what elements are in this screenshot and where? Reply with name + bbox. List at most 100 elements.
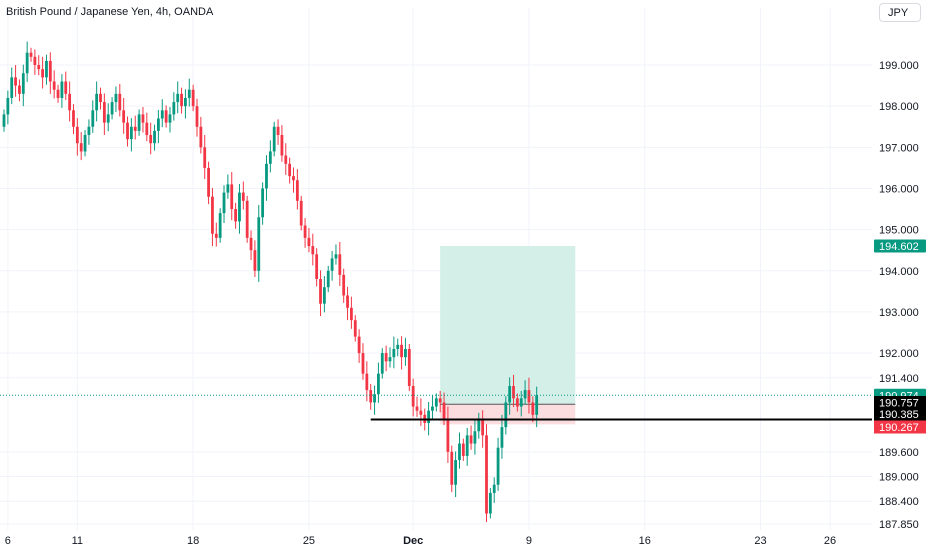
candle-body [500,427,504,448]
candle-body [299,200,303,226]
candle-body [180,93,183,107]
candle-body [45,60,48,78]
price-tick-label: 192.000 [879,348,919,360]
time-axis[interactable]: 6 11 18 25 Dec 9 16 23 26 [5,535,836,547]
candle-body [515,398,519,407]
candle-body [465,435,469,456]
candle-body [106,114,110,123]
candle-body [207,167,210,197]
target-zone[interactable] [440,245,576,405]
stop-price-tag: 190.267 [879,422,919,434]
candle-body [450,451,454,485]
price-tick-label: 194.000 [879,266,919,278]
price-tick-label: 199.000 [879,60,919,72]
candle-body [461,443,465,456]
candle-body [79,143,83,152]
candle-body [481,418,485,436]
price-tick-label: 188.400 [879,496,919,508]
candle-body [295,180,299,201]
candle-body [388,357,392,362]
candle-body [257,217,261,271]
target-price-tag: 194.602 [879,241,919,253]
time-tick-label: 23 [754,535,766,547]
price-tick-label: 189.000 [879,472,919,484]
stop-zone[interactable] [440,404,576,425]
candle-body [29,52,33,57]
candle-body [404,348,407,358]
candle-body [415,406,419,411]
candle-body [485,435,488,514]
candle-body [438,398,442,403]
entry-price-tag-bg [874,396,926,409]
candle-body [458,443,461,461]
candle-body [531,402,535,415]
candle-body [307,237,311,247]
candle-body [431,406,434,411]
position-tool[interactable] [440,245,576,425]
currency-button[interactable]: JPY [879,3,921,22]
price-tick-label: 197.000 [879,142,919,154]
candle-body [446,418,450,452]
candle-body [153,130,156,144]
candle-body [288,163,292,177]
candle-body [365,373,369,391]
candle-body [384,353,388,362]
time-tick-label: 18 [187,535,199,547]
candle-body [292,176,295,181]
candle-body [504,402,508,428]
candle-body [133,126,137,131]
candle-body [33,56,37,66]
candle-body [48,60,52,82]
candle-body [21,73,25,94]
candle-body [172,102,176,115]
candle-body [353,320,357,337]
candle-body [102,102,106,123]
time-tick-label: Dec [403,535,423,547]
time-tick-label: 11 [72,535,83,547]
time-tick-label: 26 [824,535,836,547]
candle-body [25,52,29,74]
candle-body [164,110,168,123]
candle-body [230,184,234,210]
candle-body [330,258,334,271]
candle-body [149,134,153,144]
candle-body [350,307,353,321]
candle-body [87,126,91,135]
candle-body [222,192,226,214]
candle-body [195,106,199,127]
candle-body [10,77,14,98]
candle-body [211,196,214,234]
candle-body [326,270,330,288]
candle-body [238,192,241,222]
candle-body [477,418,481,432]
candle-body [129,126,133,140]
candle-body [95,93,99,111]
candle-body [114,93,118,103]
candle-body [319,279,322,304]
candle-body [110,102,114,115]
candle-body [380,353,384,374]
candle-body [137,114,141,131]
candle-body [241,192,245,201]
candle-body [512,385,515,399]
candle-body [168,114,172,123]
candle-body [454,460,458,485]
candle-body [218,213,222,238]
candle-body [523,390,527,399]
candle-body [75,126,79,144]
price-axis[interactable]: 199.000 198.000 197.000 196.000 195.000 194.0… [879,60,919,531]
candle-body [253,250,257,271]
candle-body [377,373,380,395]
price-tick-label: 195.000 [879,225,919,237]
candle-body [226,184,230,193]
candle-body [157,118,160,131]
candle-body [392,348,396,358]
candle-body [508,385,512,403]
candle-body [400,344,403,358]
support-price-tag-bg [874,407,926,421]
candle-body [519,398,523,407]
candle-body [280,134,284,156]
candle-body [284,155,288,164]
